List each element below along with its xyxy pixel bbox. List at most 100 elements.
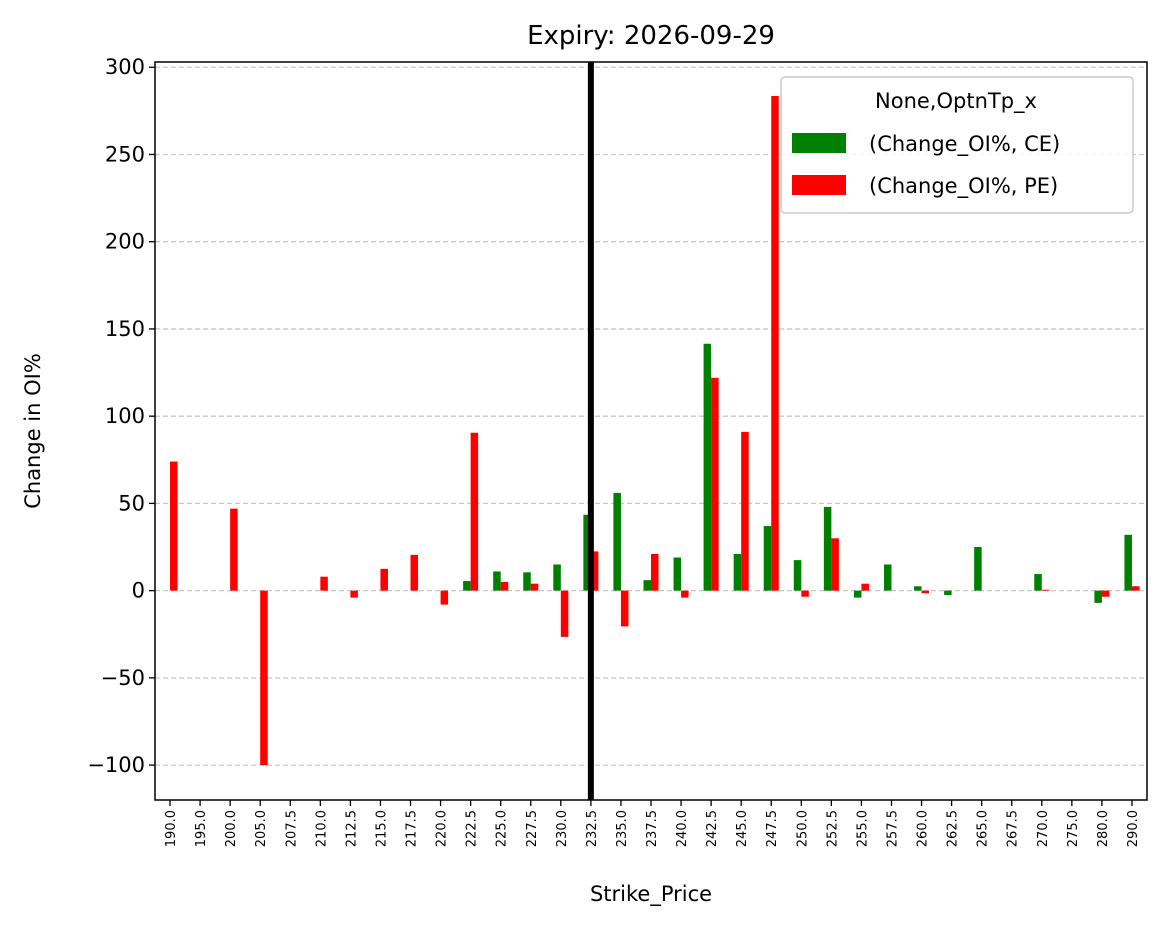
legend-swatch-ce — [792, 133, 846, 153]
bar-ce — [853, 590, 862, 598]
x-tick-label: 230.0 — [555, 810, 570, 847]
x-tick-label: 250.0 — [795, 810, 810, 847]
x-tick-label: 212.5 — [344, 810, 359, 847]
bar-ce — [1094, 590, 1102, 603]
x-tick-label: 200.0 — [224, 810, 239, 847]
x-tick-label: 190.0 — [164, 810, 179, 847]
x-tick-label: 217.5 — [405, 810, 420, 847]
x-tick-label: 232.5 — [585, 810, 600, 847]
bar-ce — [523, 572, 531, 591]
bar-ce — [583, 514, 591, 591]
x-tick-label: 257.5 — [885, 810, 900, 847]
x-tick-label: 265.0 — [976, 810, 991, 847]
x-tick-label: 242.5 — [705, 810, 720, 847]
x-tick-label: 245.0 — [735, 810, 750, 847]
bar-ce — [553, 564, 561, 591]
x-tick-label: 252.5 — [825, 810, 840, 847]
legend-title: None,OptnTp_x — [875, 89, 1037, 114]
bar-pe — [801, 590, 809, 597]
y-tick-label: 300 — [105, 55, 145, 79]
x-tick-label: 220.0 — [435, 810, 450, 847]
bar-pe — [500, 581, 509, 591]
bar-ce — [823, 506, 832, 591]
x-tick-label: 240.0 — [675, 810, 690, 847]
bar-pe — [651, 554, 659, 591]
y-tick-label: 50 — [118, 491, 145, 515]
x-tick-label: 195.0 — [194, 810, 209, 847]
legend-label-pe: (Change_OI%, PE) — [869, 174, 1058, 199]
x-axis-ticks: 190.0 195.0 200.0 205.0 207.5 210.0 212.5 215.0… — [164, 800, 1141, 847]
legend: None,OptnTp_x (Change_OI%, CE) (Change_O… — [780, 76, 1134, 214]
x-tick-label: 237.5 — [645, 810, 660, 847]
bar-pe — [560, 590, 569, 637]
bar-pe — [170, 461, 178, 591]
y-tick-label: 250 — [105, 142, 145, 166]
bar-pe — [440, 590, 449, 605]
x-tick-label: 267.5 — [1006, 810, 1021, 847]
bar-ce — [793, 560, 802, 591]
x-tick-label: 275.0 — [1066, 810, 1081, 847]
bar-pe — [350, 590, 358, 598]
bar-pe — [470, 432, 479, 591]
x-tick-label: 205.0 — [254, 810, 269, 847]
bar-ce — [493, 571, 501, 591]
y-axis-ticks: −100 −50 0 50 100 150 200 250 300 — [87, 55, 155, 777]
x-tick-label: 290.0 — [1126, 810, 1141, 847]
bar-pe — [1101, 590, 1110, 597]
x-tick-label: 227.5 — [525, 810, 540, 847]
bar-pe — [1041, 589, 1050, 591]
legend-swatch-pe — [792, 175, 846, 195]
bar-pe — [1131, 586, 1140, 591]
bar-ce — [673, 557, 682, 591]
bar-ce — [1034, 574, 1042, 591]
bar-pe — [380, 568, 388, 591]
bar-ce — [763, 526, 772, 591]
bar-pe — [711, 377, 719, 591]
bar-pe — [620, 590, 629, 627]
bar-pe — [861, 583, 869, 591]
bar-pe — [771, 96, 779, 591]
bar-ce — [643, 580, 651, 591]
x-tick-label: 215.0 — [374, 810, 389, 847]
bar-ce — [883, 564, 892, 591]
bar-ce — [463, 581, 471, 591]
x-tick-label: 280.0 — [1096, 810, 1111, 847]
chart-title: Expiry: 2026-09-29 — [527, 21, 775, 51]
y-tick-label: 100 — [105, 404, 145, 428]
x-axis-label: Strike_Price — [590, 882, 712, 907]
y-tick-label: −50 — [101, 666, 145, 690]
bar-ce — [1124, 534, 1132, 591]
bar-ce — [703, 343, 712, 591]
bar-pe — [410, 554, 419, 591]
x-tick-label: 235.0 — [615, 810, 630, 847]
x-tick-label: 225.0 — [495, 810, 510, 847]
bar-pe — [260, 590, 268, 766]
bar-ce — [944, 590, 952, 595]
x-tick-label: 270.0 — [1036, 810, 1051, 847]
bar-pe — [320, 576, 328, 591]
bars — [170, 96, 1140, 766]
bar-pe — [921, 590, 930, 594]
x-tick-label: 260.0 — [916, 810, 931, 847]
x-tick-label: 247.5 — [765, 810, 780, 847]
bar-ce — [613, 492, 621, 591]
bar-ce — [914, 586, 922, 591]
x-tick-label: 222.5 — [465, 810, 480, 847]
y-tick-label: 0 — [132, 579, 145, 603]
x-tick-label: 207.5 — [284, 810, 299, 847]
y-tick-label: −100 — [87, 753, 145, 777]
legend-box — [780, 76, 1134, 214]
bar-ce — [733, 554, 742, 591]
bar-pe — [590, 551, 599, 591]
x-tick-label: 262.5 — [946, 810, 961, 847]
bar-pe — [530, 583, 539, 591]
y-tick-label: 150 — [105, 317, 145, 341]
bar-pe — [230, 508, 238, 591]
bar-ce — [974, 547, 982, 591]
y-tick-label: 200 — [105, 230, 145, 254]
bar-pe — [681, 590, 689, 598]
x-tick-label: 255.0 — [855, 810, 870, 847]
bar-pe — [831, 538, 839, 591]
x-tick-label: 210.0 — [314, 810, 329, 847]
